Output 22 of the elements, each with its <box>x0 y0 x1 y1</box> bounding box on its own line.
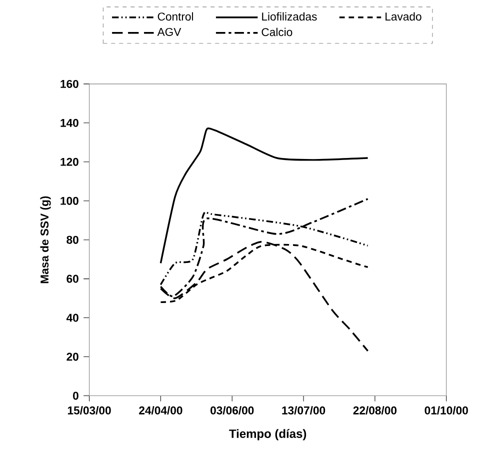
y-axis-title: Masa de SSV (g) <box>40 196 51 284</box>
y-tick-label: 160 <box>60 80 78 88</box>
legend-label: AGV <box>157 28 182 36</box>
y-tick-label: 60 <box>66 274 78 283</box>
x-axis-title: Tiempo (días) <box>229 429 306 440</box>
y-tick-label: 120 <box>60 158 78 166</box>
x-tick-label: 03/06/00 <box>210 406 254 415</box>
y-tick-label: 0 <box>73 392 78 400</box>
legend-label: Lavado <box>386 12 422 21</box>
x-tick-label: 15/03/00 <box>68 406 111 415</box>
legend-label: Liofilizadas <box>262 12 317 21</box>
y-tick-label: 100 <box>60 197 78 206</box>
y-tick-label: 40 <box>66 314 78 322</box>
x-tick-label: 13/07/00 <box>282 406 326 415</box>
y-tick-label: 80 <box>66 236 78 244</box>
x-tick-label: 22/08/00 <box>353 406 397 415</box>
legend-label: Control <box>158 12 194 21</box>
legend-label: Calcio <box>262 28 292 36</box>
x-tick-label: 24/04/00 <box>139 406 182 415</box>
x-tick-label: 01/10/00 <box>424 406 468 415</box>
y-tick-label: 20 <box>66 352 78 361</box>
y-tick-label: 140 <box>60 119 78 128</box>
